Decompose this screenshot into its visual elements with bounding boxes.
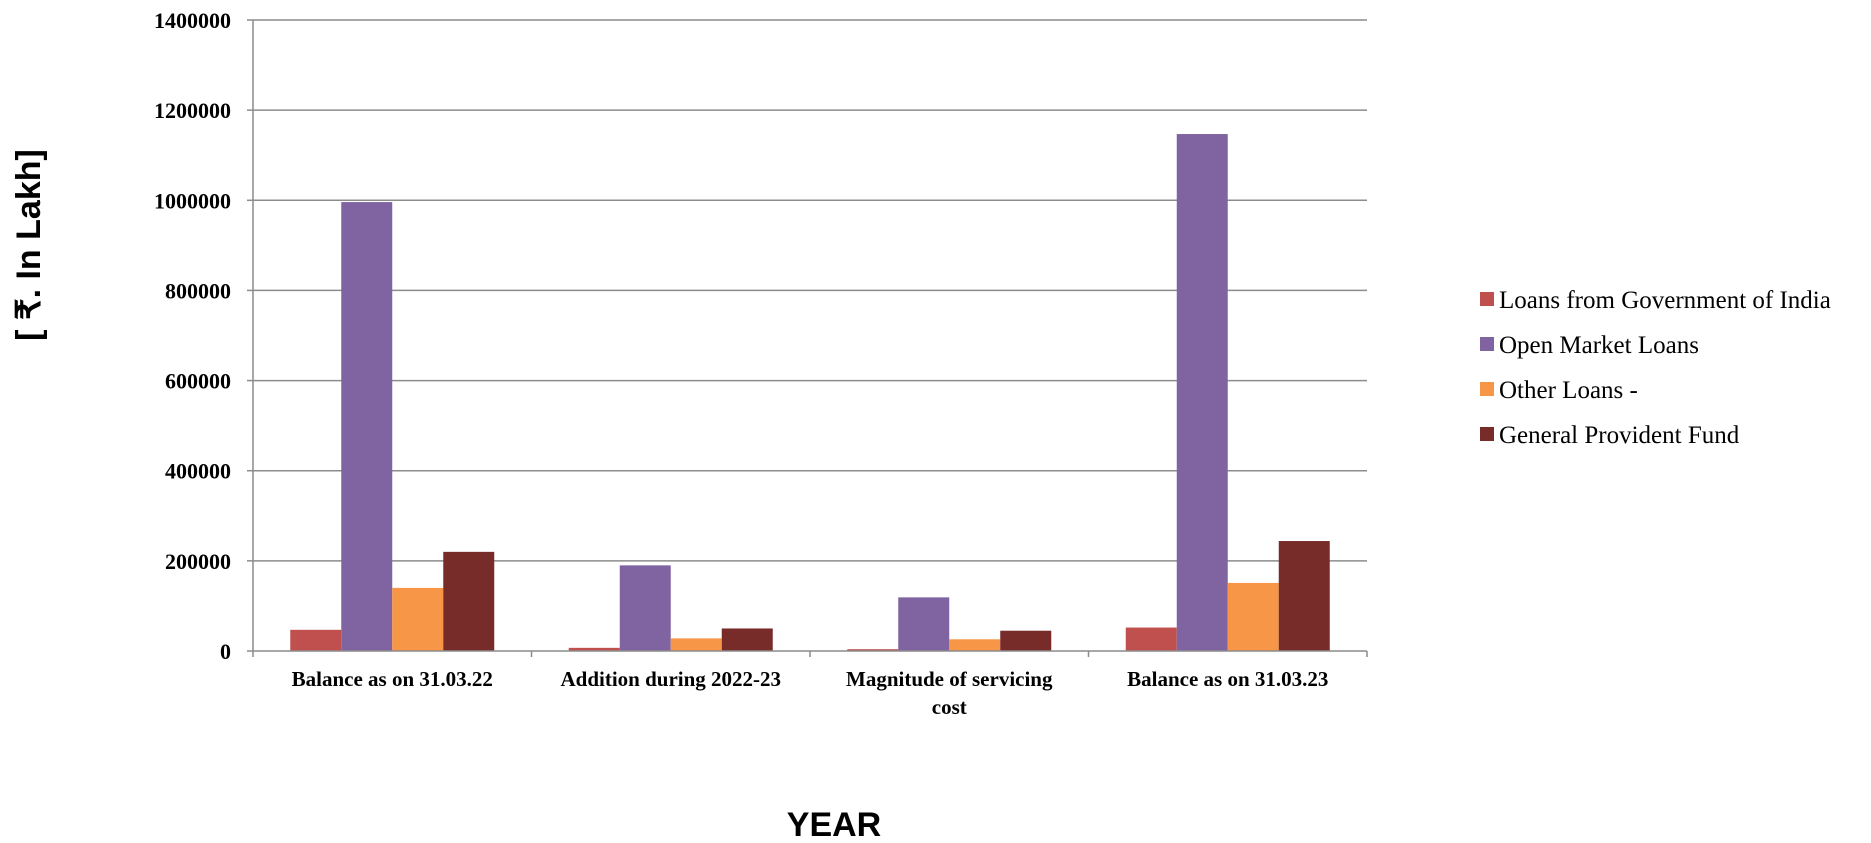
legend-item: Other Loans -: [1480, 377, 1638, 404]
y-tick-label: 0: [220, 639, 231, 664]
legend-label: Open Market Loans: [1499, 332, 1699, 359]
bar-loans-from-government-of-india: [568, 647, 620, 651]
bar-loans-from-government-of-india: [1125, 627, 1177, 651]
legend: Loans from Government of India Open Marke…: [1480, 287, 1831, 449]
bar-open-market-loans: [1176, 134, 1228, 652]
y-tick-labels: 0 200000 400000 600000 800000 1000000 1200000 1…: [154, 8, 231, 664]
x-tick-label: Addition during 2022-23: [560, 667, 781, 691]
x-tick-label: Magnitude of servicing cost: [846, 667, 1053, 719]
legend-label: General Provident Fund: [1499, 422, 1740, 449]
y-tick-label: 400000: [165, 459, 231, 484]
legend-swatch: [1480, 427, 1494, 441]
legend-item: Open Market Loans: [1480, 332, 1699, 359]
x-tick-labels: Balance as on 31.03.22 Addition during 20…: [292, 667, 1329, 719]
legend-label: Loans from Government of India: [1499, 287, 1831, 314]
bar-open-market-loans: [898, 597, 950, 651]
x-tick-label: Balance as on 31.03.22: [292, 667, 493, 691]
y-tick-label: 1000000: [154, 188, 231, 213]
x-tick-label: Balance as on 31.03.23: [1127, 667, 1328, 691]
bar-general-provident-fund: [443, 551, 495, 651]
legend-swatch: [1480, 337, 1494, 351]
bar-open-market-loans: [341, 202, 393, 652]
bar-loans-from-government-of-india: [290, 629, 342, 651]
y-tick-label: 200000: [165, 549, 231, 574]
axes: [252, 20, 1368, 657]
legend-swatch: [1480, 292, 1494, 306]
y-tick-label: 1200000: [154, 98, 231, 123]
x-axis-title: YEAR: [787, 806, 881, 843]
bar-other-loans: [1227, 582, 1279, 651]
bar-other-loans: [670, 638, 722, 651]
y-tick-label: 1400000: [154, 8, 231, 33]
legend-item: General Provident Fund: [1480, 422, 1740, 449]
bar-general-provident-fund: [1278, 541, 1330, 651]
y-axis-title: [ ₹. In Lakh]: [10, 149, 48, 341]
bars: [290, 134, 1330, 652]
bar-other-loans: [392, 587, 444, 651]
bar-general-provident-fund: [1000, 630, 1052, 651]
bar-general-provident-fund: [721, 628, 773, 651]
legend-label: Other Loans -: [1499, 377, 1638, 404]
legend-swatch: [1480, 382, 1494, 396]
bar-open-market-loans: [619, 565, 671, 651]
bar-other-loans: [949, 639, 1001, 651]
y-tick-label: 600000: [165, 369, 231, 394]
y-tick-label: 800000: [165, 278, 231, 303]
legend-item: Loans from Government of India: [1480, 287, 1831, 314]
bar-loans-from-government-of-india: [847, 649, 899, 651]
